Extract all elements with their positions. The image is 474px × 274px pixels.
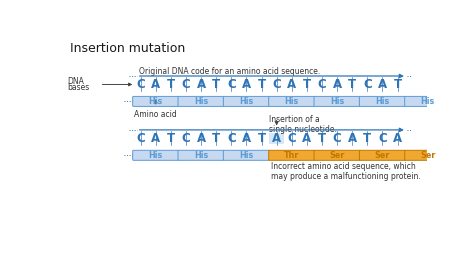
- Text: T: T: [318, 132, 326, 145]
- Text: Thr: Thr: [284, 151, 300, 160]
- Text: C: C: [227, 132, 236, 145]
- Text: A: A: [151, 132, 160, 145]
- Text: C: C: [136, 132, 145, 145]
- Text: His: His: [149, 151, 163, 160]
- Text: C: C: [378, 132, 387, 145]
- Text: His: His: [284, 97, 299, 106]
- Text: Original DNA code for an amino acid sequence.: Original DNA code for an amino acid sequ…: [139, 67, 320, 76]
- Text: A: A: [242, 132, 251, 145]
- FancyBboxPatch shape: [223, 96, 269, 106]
- Text: A: A: [378, 78, 387, 91]
- Text: His: His: [239, 151, 254, 160]
- FancyBboxPatch shape: [359, 150, 405, 160]
- Text: T: T: [363, 132, 371, 145]
- Text: C: C: [287, 132, 296, 145]
- Text: T: T: [167, 132, 175, 145]
- Text: C: C: [182, 78, 191, 91]
- Text: Ser: Ser: [420, 151, 436, 160]
- FancyBboxPatch shape: [178, 96, 224, 106]
- FancyBboxPatch shape: [223, 150, 269, 160]
- Text: His: His: [194, 97, 208, 106]
- Text: A: A: [347, 132, 357, 145]
- Text: Insertion mutation: Insertion mutation: [70, 42, 185, 55]
- FancyBboxPatch shape: [314, 96, 360, 106]
- Text: A: A: [272, 132, 281, 145]
- Text: C: C: [136, 78, 145, 91]
- Text: Incorrect amino acid sequence, which
may produce a malfunctioning protein.: Incorrect amino acid sequence, which may…: [271, 162, 420, 181]
- Text: His: His: [239, 97, 254, 106]
- Text: His: His: [420, 97, 435, 106]
- Text: Insertion of a
single nucleotide.: Insertion of a single nucleotide.: [269, 115, 337, 134]
- Text: T: T: [212, 78, 220, 91]
- Text: DNA: DNA: [67, 77, 84, 86]
- FancyBboxPatch shape: [269, 96, 315, 106]
- Text: A: A: [197, 78, 206, 91]
- Text: C: C: [182, 132, 191, 145]
- FancyBboxPatch shape: [405, 150, 451, 160]
- Text: His: His: [375, 97, 390, 106]
- Text: A: A: [302, 132, 311, 145]
- Text: T: T: [348, 78, 356, 91]
- FancyBboxPatch shape: [269, 150, 315, 160]
- Text: A: A: [287, 78, 296, 91]
- Text: Ser: Ser: [329, 151, 345, 160]
- Text: Ser: Ser: [375, 151, 390, 160]
- FancyBboxPatch shape: [314, 150, 360, 160]
- Text: His: His: [330, 97, 344, 106]
- Text: A: A: [393, 132, 402, 145]
- FancyBboxPatch shape: [405, 96, 451, 106]
- FancyBboxPatch shape: [269, 133, 284, 144]
- Text: T: T: [257, 132, 265, 145]
- Text: Amino acid: Amino acid: [134, 110, 177, 119]
- Text: C: C: [363, 78, 372, 91]
- Text: A: A: [197, 132, 206, 145]
- Text: T: T: [167, 78, 175, 91]
- FancyBboxPatch shape: [133, 96, 179, 106]
- Text: bases: bases: [67, 83, 89, 92]
- Text: C: C: [333, 132, 341, 145]
- Text: A: A: [242, 78, 251, 91]
- Text: T: T: [257, 78, 265, 91]
- Text: T: T: [393, 78, 401, 91]
- Text: A: A: [333, 78, 342, 91]
- Text: C: C: [318, 78, 327, 91]
- Text: A: A: [151, 78, 160, 91]
- FancyBboxPatch shape: [178, 150, 224, 160]
- Text: C: C: [227, 78, 236, 91]
- FancyBboxPatch shape: [133, 150, 179, 160]
- Text: T: T: [303, 78, 311, 91]
- FancyBboxPatch shape: [359, 96, 405, 106]
- Text: C: C: [272, 78, 281, 91]
- Text: T: T: [212, 132, 220, 145]
- Text: His: His: [194, 151, 208, 160]
- Text: His: His: [149, 97, 163, 106]
